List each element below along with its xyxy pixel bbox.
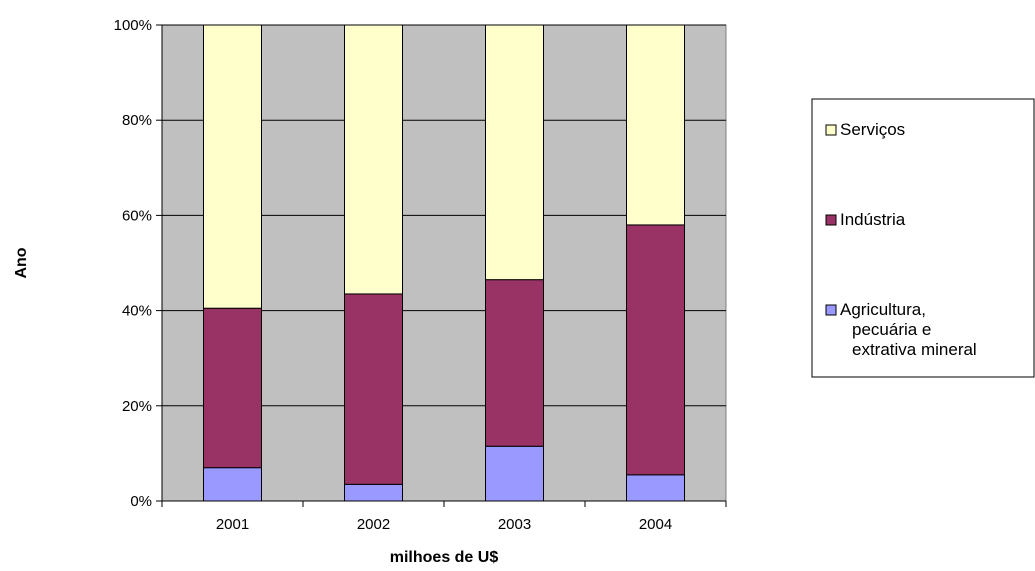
x-tick-label: 2002 (357, 516, 390, 533)
y-tick-label: 60% (122, 207, 152, 224)
bar-segment (485, 445, 544, 502)
x-tick-labels: 2001 2002 2003 2004 (216, 516, 672, 533)
x-axis-title: milhoes de U$ (390, 549, 499, 566)
y-axis-title: Ano (13, 247, 30, 278)
bar-segment (344, 483, 403, 502)
legend-swatch (825, 124, 837, 136)
bar-segment (626, 224, 685, 476)
y-tick-label: 80% (122, 112, 152, 129)
bar-segment (626, 24, 685, 226)
x-tick-label: 2001 (216, 516, 249, 533)
bar-segment (203, 307, 262, 469)
legend-swatch (825, 304, 837, 316)
legend-label: Serviços (840, 120, 905, 139)
legend-box (811, 98, 1035, 378)
bar-segment (344, 293, 403, 485)
x-tick-label: 2003 (498, 516, 531, 533)
y-tick-label: 0% (130, 493, 152, 510)
bar-segment (203, 24, 262, 309)
bar-segment (485, 279, 544, 447)
legend-label: Indústria (840, 210, 906, 229)
y-tick-labels: 0% 20% 40% 60% 80% 100% (114, 17, 152, 510)
y-tick-label: 40% (122, 303, 152, 320)
legend-swatch (825, 214, 837, 226)
bar-segment (626, 474, 685, 502)
bar-segment (344, 24, 403, 295)
bar-segment (203, 467, 262, 502)
legend-label: Agricultura, pecuária e extrativa mineral (840, 300, 977, 359)
axes (156, 24, 727, 507)
y-tick-label: 20% (122, 398, 152, 415)
bars (203, 24, 685, 502)
x-tick-label: 2004 (639, 516, 672, 533)
bar-segment (485, 24, 544, 281)
y-tick-label: 100% (114, 17, 152, 34)
